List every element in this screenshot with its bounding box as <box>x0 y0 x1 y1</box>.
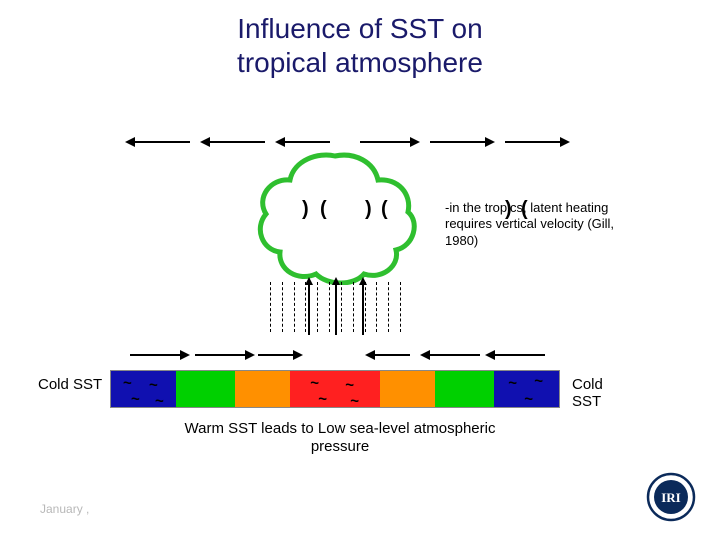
bottom-caption: Warm SST leads to Low sea-level atmosphe… <box>180 420 500 456</box>
title-line-2: tropical atmosphere <box>237 47 483 78</box>
title-line-1: Influence of SST on <box>237 13 482 44</box>
sst-segment <box>176 371 236 407</box>
sst-segment: ~~~~ <box>290 371 380 407</box>
left-arrow <box>210 141 265 143</box>
wave-tilde: ~ <box>318 391 327 408</box>
rain-line <box>270 282 271 332</box>
wave-tilde: ~ <box>345 377 354 394</box>
rain-line <box>365 282 366 332</box>
swirl-glyph: ( <box>381 198 388 221</box>
date-text: January , <box>40 502 89 516</box>
sst-segment: ~~~ <box>494 371 559 407</box>
sst-segment <box>435 371 495 407</box>
diagram-container: )()()( ~~~~~~~~~~~ Cold SST Cold SST War… <box>110 120 580 440</box>
logo-text-svg: IRI <box>661 490 681 505</box>
right-arrow <box>130 354 180 356</box>
rain-line <box>329 282 330 332</box>
left-arrow <box>495 354 545 356</box>
right-arrow <box>258 354 293 356</box>
wave-tilde: ~ <box>131 391 140 408</box>
right-arrow <box>430 141 485 143</box>
wave-tilde: ~ <box>149 377 158 394</box>
cold-sst-label-right: Cold SST <box>572 376 603 410</box>
rain-line <box>294 282 295 332</box>
cold-sst-label-left: Cold SST <box>38 376 102 393</box>
wave-tilde: ~ <box>350 393 359 410</box>
explanatory-text: -in the tropics, latent heating requires… <box>445 200 625 249</box>
iri-logo: IRI <box>646 472 696 522</box>
rain-line <box>317 282 318 332</box>
right-arrow <box>360 141 410 143</box>
sst-segment <box>380 371 435 407</box>
right-arrow <box>505 141 560 143</box>
wave-tilde: ~ <box>155 393 164 410</box>
left-arrow <box>285 141 330 143</box>
wave-tilde: ~ <box>123 375 132 392</box>
right-arrow <box>195 354 245 356</box>
left-arrow <box>375 354 410 356</box>
rain-line <box>400 282 401 332</box>
sst-segment: ~~~~ <box>111 371 176 407</box>
wave-tilde: ~ <box>310 375 319 392</box>
rain-line <box>353 282 354 332</box>
wave-tilde: ~ <box>534 373 543 390</box>
upper-outflow-arrows <box>110 132 580 152</box>
convective-cloud <box>250 150 420 285</box>
rain-line <box>388 282 389 332</box>
rain-line <box>305 282 306 332</box>
rain-line <box>341 282 342 332</box>
lower-inflow-arrows <box>110 345 580 365</box>
wave-tilde: ~ <box>524 391 533 408</box>
left-arrow <box>430 354 480 356</box>
swirl-glyph: ( <box>320 198 327 221</box>
page-title: Influence of SST on tropical atmosphere <box>0 12 720 79</box>
up-arrow <box>308 285 310 335</box>
swirl-glyph: ) <box>365 198 372 221</box>
sst-color-band: ~~~~~~~~~~~ <box>110 370 560 408</box>
rain-line <box>282 282 283 332</box>
up-arrow <box>362 285 364 335</box>
rain-line <box>376 282 377 332</box>
wave-tilde: ~ <box>508 375 517 392</box>
swirl-glyph: ) <box>302 198 309 221</box>
up-arrow <box>335 285 337 335</box>
sst-segment <box>235 371 290 407</box>
left-arrow <box>135 141 190 143</box>
